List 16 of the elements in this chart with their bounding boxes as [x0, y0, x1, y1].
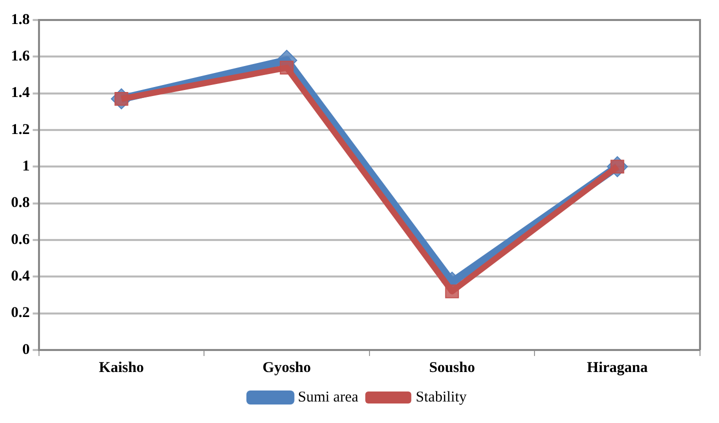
x-tick-label: Hiragana — [586, 360, 648, 376]
y-tick-label: 0.6 — [11, 232, 30, 248]
y-tick-label: 1.2 — [11, 122, 30, 138]
x-tick-label: Sousho — [429, 360, 475, 376]
y-tick-label: 1.4 — [11, 85, 30, 102]
y-tick-label: 1 — [22, 158, 30, 175]
y-tick-label: 1.8 — [11, 12, 30, 28]
y-tick-label: 0 — [22, 342, 30, 358]
legend-label: Sumi area — [298, 389, 359, 406]
x-tick-label: Kaisho — [98, 360, 144, 376]
legend-label: Stability — [416, 389, 468, 406]
y-tick-label: 0.8 — [11, 195, 30, 212]
y-tick-label: 0.2 — [11, 305, 30, 322]
x-tick-label: Gyosho — [262, 360, 311, 376]
y-tick-label: 0.4 — [11, 268, 30, 285]
y-tick-label: 1.6 — [11, 48, 30, 65]
